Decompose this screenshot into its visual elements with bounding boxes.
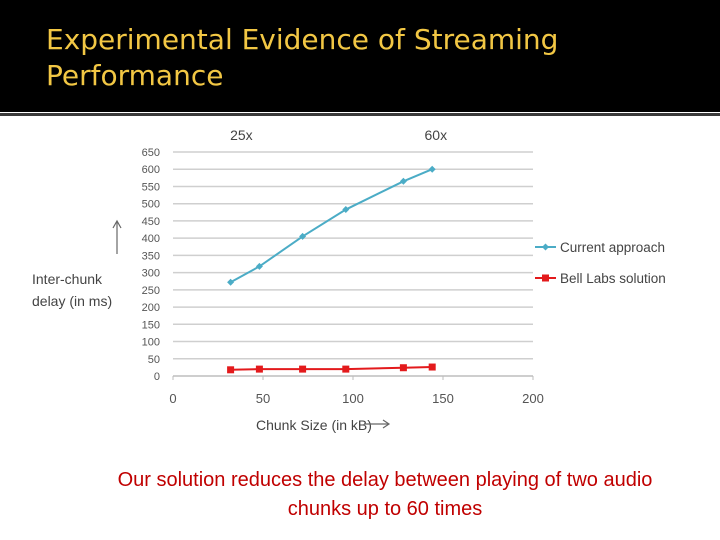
current-approach-point-1 xyxy=(255,262,263,270)
bell-labs-solution-point-3 xyxy=(342,365,350,373)
title-bar: Experimental Evidence of Streaming Perfo… xyxy=(0,0,720,112)
bell-labs-solution-line xyxy=(230,366,433,371)
caption-line1: Our solution reduces the delay between p… xyxy=(117,469,653,491)
y-axis-arrow-head xyxy=(112,219,122,229)
current-approach-point-4 xyxy=(399,177,407,185)
y-tick-label-550: 550 xyxy=(142,181,160,193)
annotation-60x: 60x xyxy=(425,127,448,143)
x-tick-label-200: 200 xyxy=(522,391,544,406)
y-tick-label-450: 450 xyxy=(142,216,160,228)
y-tick-label-100: 100 xyxy=(142,337,160,349)
title-divider xyxy=(0,113,720,116)
annotation-25x: 25x xyxy=(230,127,253,143)
y-tick-label-150: 150 xyxy=(142,319,160,331)
current-approach-point-3 xyxy=(342,206,350,214)
y-tick-label-300: 300 xyxy=(142,268,160,280)
x-tick-label-50: 50 xyxy=(256,391,270,406)
y-tick-label-50: 50 xyxy=(148,354,160,366)
x-tick-label-150: 150 xyxy=(432,391,454,406)
caption-line2: chunks up to 60 times xyxy=(287,498,483,520)
y-tick-label-200: 200 xyxy=(142,302,160,314)
y-tick-label-500: 500 xyxy=(142,199,160,211)
x-tick-label-100: 100 xyxy=(342,391,364,406)
legend-current-approach-marker xyxy=(542,243,549,251)
slide-title: Experimental Evidence of Streaming Perfo… xyxy=(46,22,686,94)
slide-caption: Our solution reduces the delay between p… xyxy=(40,466,720,524)
bell-labs-solution-point-2 xyxy=(299,365,307,373)
y-axis-label-line1: Inter-chunk xyxy=(32,271,103,287)
delay-line-chart: 0 50 100 150 200 250 300 350 400 450 500 550 600 650 0… xyxy=(32,127,666,433)
y-tick-label-650: 650 xyxy=(142,147,160,159)
bell-labs-solution-point-0 xyxy=(227,366,235,374)
x-tick-label-0: 0 xyxy=(169,391,176,406)
legend-bell-labs-solution-label: Bell Labs solution xyxy=(560,271,666,286)
y-tick-label-0: 0 xyxy=(154,371,160,383)
bell-labs-solution-point-5 xyxy=(428,363,436,371)
bell-labs-solution-point-1 xyxy=(255,365,263,373)
current-approach-point-2 xyxy=(299,232,307,240)
bell-labs-solution-point-4 xyxy=(399,364,407,372)
slide-title-line1: Experimental Evidence of Streaming xyxy=(46,23,559,56)
y-tick-label-250: 250 xyxy=(142,285,160,297)
x-axis-arrow-head xyxy=(382,419,391,429)
y-tick-label-600: 600 xyxy=(142,164,160,176)
legend-bell-labs-solution-marker xyxy=(542,274,549,282)
x-axis-label: Chunk Size (in kB) xyxy=(256,417,372,433)
y-tick-label-350: 350 xyxy=(142,250,160,262)
y-axis-label-line2: delay (in ms) xyxy=(32,293,112,309)
slide-title-line2: Performance xyxy=(46,59,224,92)
y-tick-label-400: 400 xyxy=(142,233,160,245)
current-approach-point-0 xyxy=(227,278,235,286)
current-approach-line xyxy=(230,168,433,284)
current-approach-point-5 xyxy=(428,165,436,173)
legend-current-approach-label: Current approach xyxy=(560,240,665,255)
